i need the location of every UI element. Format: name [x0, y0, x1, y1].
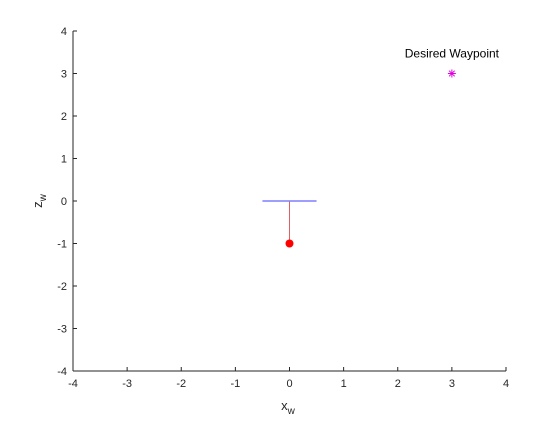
y-axis-label: zw [30, 193, 49, 208]
payload-point [285, 239, 294, 248]
ticks: -4 -3 -2 -1 0 1 2 3 4 -4 -3 -2 -1 0 1 2 3 4 [57, 26, 509, 390]
waypoint-marker-stroke [448, 70, 456, 77]
x-axis-label: xw [281, 398, 296, 417]
y-tick-label: 0 [61, 196, 67, 208]
x-tick-label: 4 [503, 378, 509, 390]
x-tick-label: -3 [122, 378, 132, 390]
waypoint-label: Desired Waypoint [405, 47, 500, 61]
x-tick-label: 0 [286, 378, 292, 390]
x-tick-label: 3 [449, 378, 455, 390]
x-tick-label: -2 [176, 378, 186, 390]
y-tick-label: 4 [61, 26, 67, 38]
y-tick-label: -3 [57, 324, 67, 336]
y-tick-label: 2 [61, 111, 67, 123]
x-tick-label: -4 [68, 378, 78, 390]
x-tick-label: -1 [230, 378, 240, 390]
y-tick-label: -1 [57, 239, 67, 251]
x-tick-label: 2 [395, 378, 401, 390]
y-tick-label: -4 [57, 366, 67, 378]
waypoint-marker [447, 69, 456, 78]
chart-marks [262, 69, 456, 248]
y-tick-label: 3 [61, 69, 67, 81]
y-tick-label: -2 [57, 281, 67, 293]
y-tick-label: 1 [61, 154, 67, 166]
x-tick-label: 1 [341, 378, 347, 390]
